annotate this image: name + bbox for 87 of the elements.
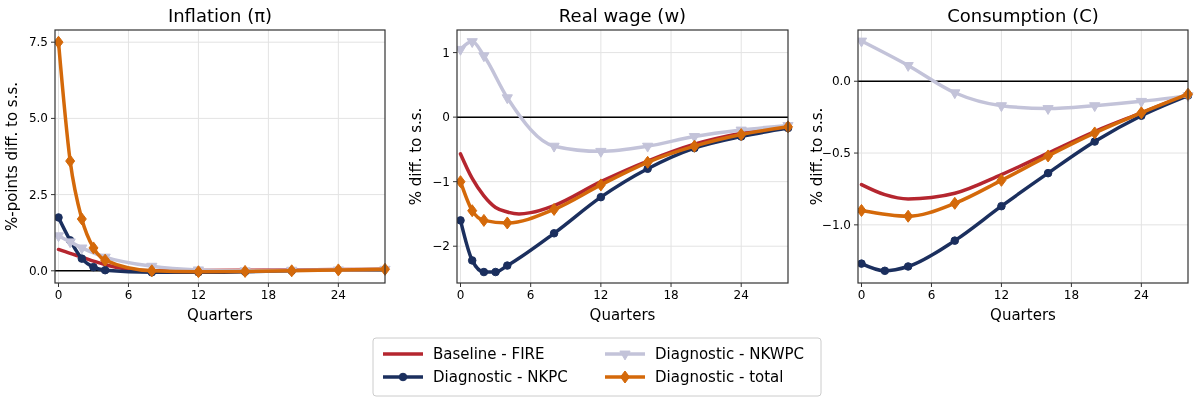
point bbox=[1043, 168, 1053, 178]
x-tick-label: 18 bbox=[663, 288, 679, 302]
point bbox=[457, 45, 467, 56]
point bbox=[1136, 106, 1147, 120]
point bbox=[1089, 102, 1101, 113]
point bbox=[457, 216, 465, 225]
point bbox=[502, 216, 513, 230]
point bbox=[467, 256, 477, 265]
x-axis-title: Quarters bbox=[187, 306, 254, 324]
point bbox=[548, 142, 560, 153]
point bbox=[467, 204, 478, 218]
point bbox=[595, 178, 606, 192]
point bbox=[995, 102, 1008, 113]
point bbox=[950, 236, 960, 245]
point bbox=[689, 139, 700, 153]
point bbox=[596, 192, 606, 202]
y-axis-title: % diff. to s.s. bbox=[407, 107, 425, 206]
point bbox=[503, 261, 512, 270]
x-tick-label: 24 bbox=[330, 288, 346, 302]
x-tick-label: 24 bbox=[1133, 288, 1149, 302]
legend-label: Diagnostic - NKWPC bbox=[655, 345, 805, 363]
y-tick-label: 0 bbox=[442, 110, 450, 125]
legend-label: Diagnostic - total bbox=[655, 368, 784, 386]
x-axis-title: Quarters bbox=[990, 306, 1057, 324]
point bbox=[1135, 97, 1147, 108]
x-tick-label: 18 bbox=[1063, 288, 1080, 302]
point bbox=[65, 154, 76, 168]
point bbox=[996, 173, 1007, 187]
point bbox=[549, 202, 560, 216]
point bbox=[997, 201, 1006, 211]
y-tick-label: 0.0 bbox=[28, 263, 48, 278]
point bbox=[549, 229, 559, 238]
point bbox=[903, 209, 914, 223]
x-tick-label: 12 bbox=[190, 288, 207, 302]
y-tick-label: 7.5 bbox=[28, 35, 48, 50]
point bbox=[1043, 149, 1054, 163]
y-tick-label: 5.0 bbox=[28, 111, 48, 126]
point bbox=[55, 213, 63, 222]
y-tick-label: 1 bbox=[442, 45, 450, 60]
x-tick-label: 0 bbox=[54, 288, 63, 302]
point bbox=[880, 266, 890, 276]
point bbox=[466, 38, 478, 48]
x-tick-label: 12 bbox=[593, 288, 609, 302]
y-tick-label: 2.5 bbox=[28, 187, 48, 202]
y-tick-label: −2 bbox=[432, 239, 450, 254]
point bbox=[736, 128, 747, 142]
point bbox=[76, 212, 87, 226]
x-tick-label: 0 bbox=[857, 288, 866, 302]
point bbox=[949, 196, 960, 210]
point bbox=[903, 262, 913, 271]
point bbox=[858, 259, 866, 268]
point bbox=[88, 241, 99, 255]
x-tick-label: 6 bbox=[927, 288, 936, 302]
y-axis-title: %-points diff. to s.s. bbox=[3, 81, 21, 232]
point bbox=[89, 262, 98, 272]
point bbox=[1042, 105, 1054, 115]
point bbox=[501, 94, 513, 105]
x-tick-label: 6 bbox=[124, 288, 133, 302]
point bbox=[1090, 137, 1099, 146]
legend-label: Diagnostic - NKPC bbox=[433, 368, 568, 386]
point bbox=[55, 232, 65, 243]
chart-title: Real wage (w) bbox=[558, 5, 687, 26]
point bbox=[1089, 126, 1100, 140]
point bbox=[858, 37, 868, 48]
chart-title: Inflation (π) bbox=[167, 5, 273, 26]
point bbox=[146, 264, 157, 278]
point bbox=[478, 52, 490, 63]
point bbox=[491, 267, 500, 277]
x-tick-label: 6 bbox=[526, 288, 535, 302]
x-tick-label: 12 bbox=[993, 288, 1010, 302]
point bbox=[642, 155, 653, 169]
point bbox=[77, 254, 87, 263]
point bbox=[479, 267, 489, 277]
x-tick-label: 24 bbox=[733, 288, 749, 302]
y-tick-label: −1 bbox=[432, 174, 450, 189]
point bbox=[478, 213, 489, 227]
x-tick-label: 0 bbox=[456, 288, 465, 302]
chart-title: Consumption (C) bbox=[947, 5, 1099, 26]
point bbox=[595, 147, 607, 158]
y-tick-label: 0.0 bbox=[831, 74, 851, 89]
y-tick-label: −1.0 bbox=[821, 217, 851, 232]
x-tick-label: 18 bbox=[260, 288, 277, 302]
legend-label: Baseline - FIRE bbox=[433, 345, 545, 363]
point bbox=[949, 89, 961, 100]
point bbox=[100, 265, 110, 275]
x-axis-title: Quarters bbox=[589, 306, 656, 324]
point bbox=[642, 142, 654, 153]
